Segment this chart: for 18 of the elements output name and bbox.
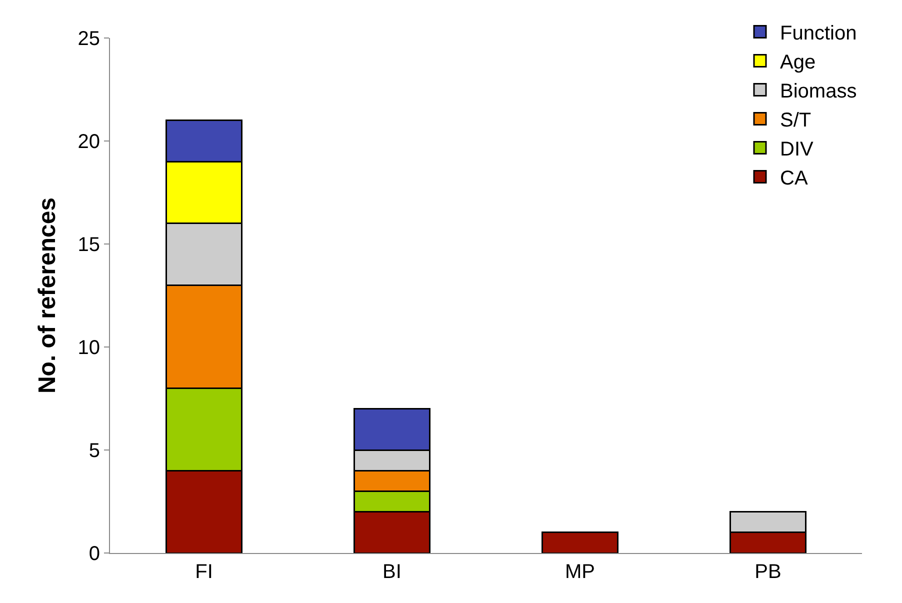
x-tick-label: PB xyxy=(754,561,782,583)
y-axis-title: No. of references xyxy=(34,197,61,394)
x-tick-label: FI xyxy=(195,561,213,583)
legend-label: Biomass xyxy=(780,80,857,103)
y-tick-label: 5 xyxy=(88,440,100,462)
legend-label: DIV xyxy=(780,138,814,161)
y-tick-label: 25 xyxy=(78,28,100,50)
bar xyxy=(542,532,618,553)
x-tick-label: MP xyxy=(565,561,595,583)
y-tick-label: 10 xyxy=(78,337,100,359)
legend-label: Function xyxy=(780,22,857,45)
x-tick-label: BI xyxy=(382,561,402,583)
legend-label: Age xyxy=(780,52,816,74)
y-tick-label: 20 xyxy=(78,131,100,153)
legend-label: CA xyxy=(780,168,808,190)
legend-label: S/T xyxy=(780,110,812,132)
y-tick-label: 0 xyxy=(88,543,100,565)
y-tick-label: 15 xyxy=(78,234,100,256)
